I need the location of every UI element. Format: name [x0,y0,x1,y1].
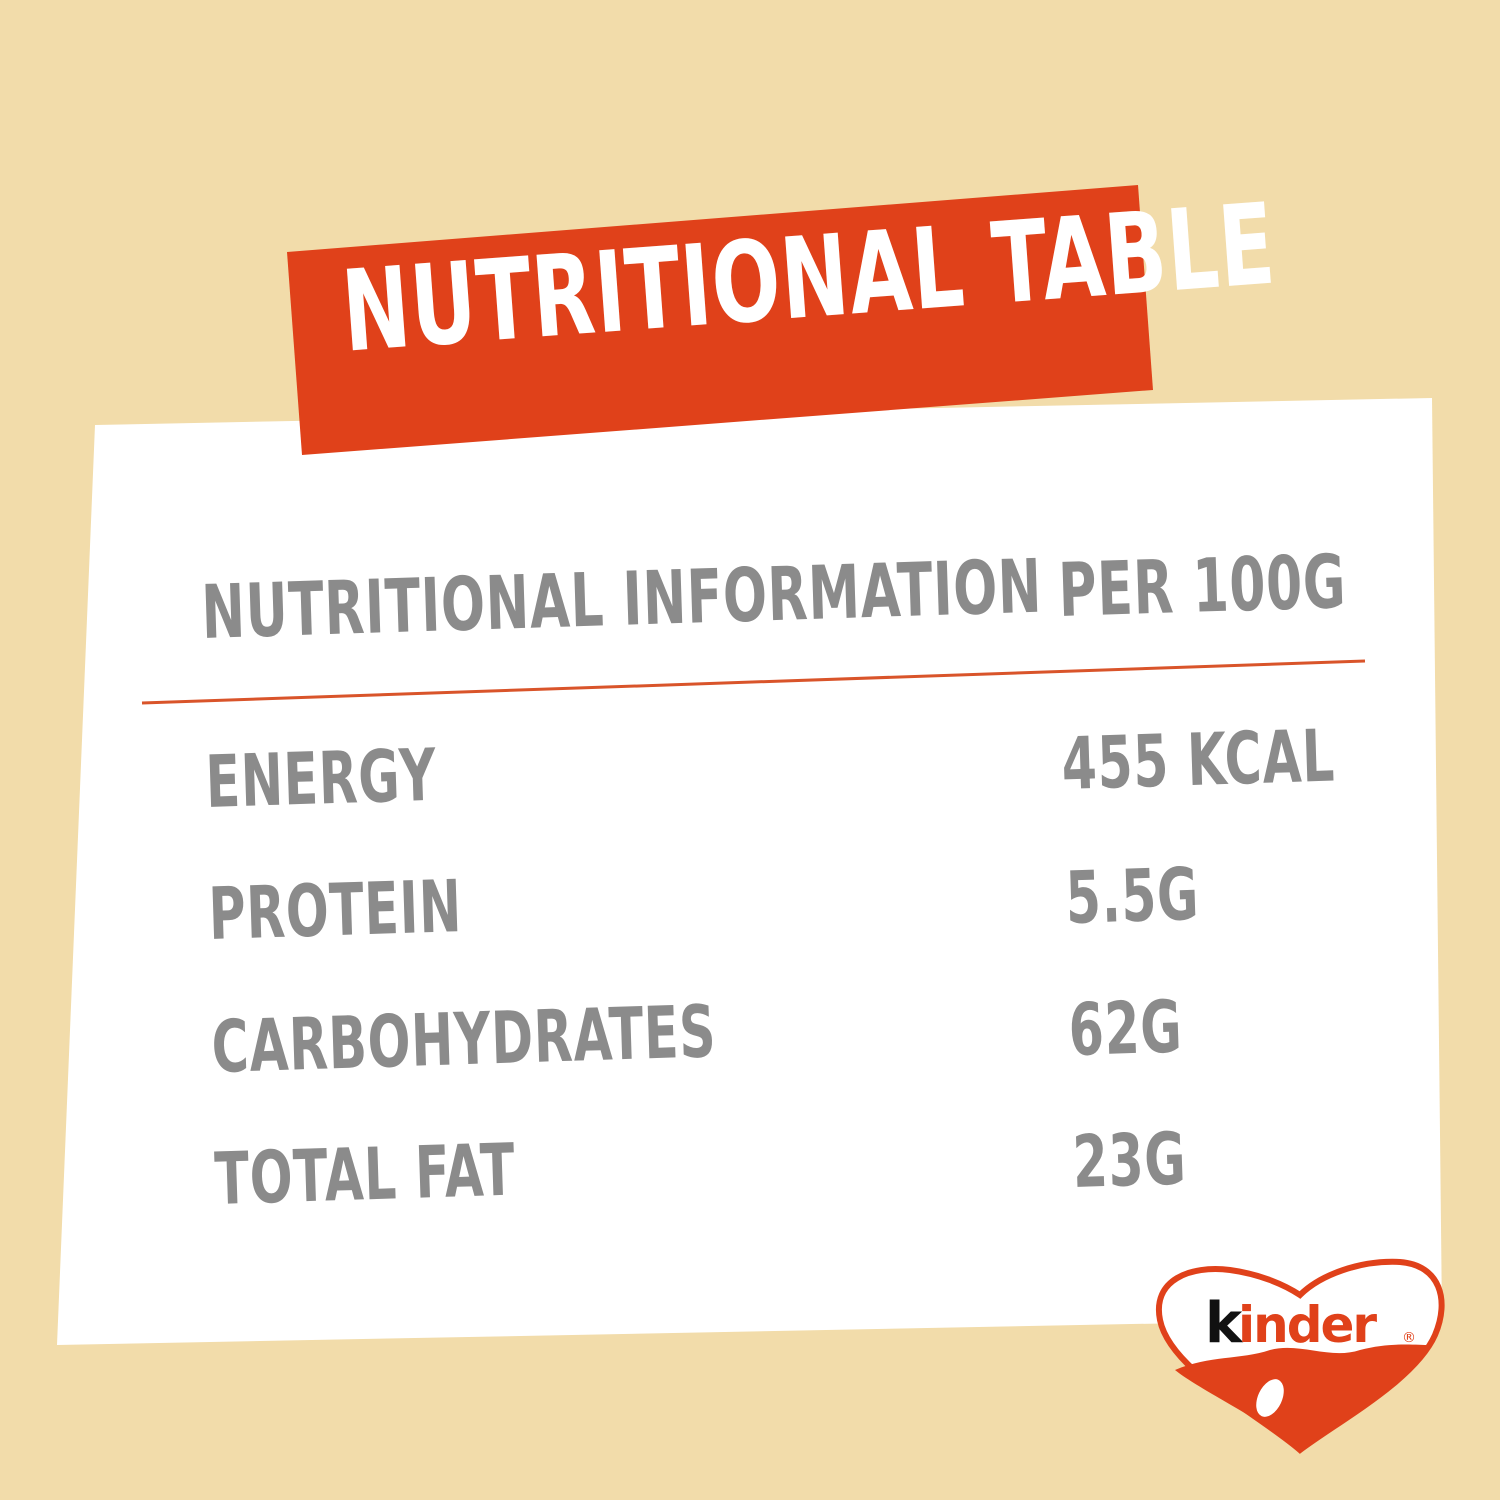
svg-text:k: k [1205,1291,1244,1356]
column-header-per-100g: PER 100G [1057,539,1348,634]
white-card [57,398,1442,1345]
row-label-total-fat: TOTAL FAT [213,1127,517,1221]
title-banner [287,185,1153,455]
row-value-protein: 5.5G [1064,851,1201,940]
kinder-logo: k inder ® [1155,1258,1445,1454]
row-label-protein: PROTEIN [207,864,464,956]
row-value-energy: 455 KCAL [1060,713,1337,806]
row-label-energy: ENERGY [204,732,438,824]
row-label-carbohydrates: CARBOHYDRATES [210,989,718,1089]
svg-text:inder: inder [1238,1296,1377,1354]
row-value-carbohydrates: 62G [1067,984,1184,1072]
svg-text:®: ® [1402,1330,1416,1346]
row-value-total-fat: 23G [1071,1116,1188,1204]
header-divider [141,659,1366,705]
